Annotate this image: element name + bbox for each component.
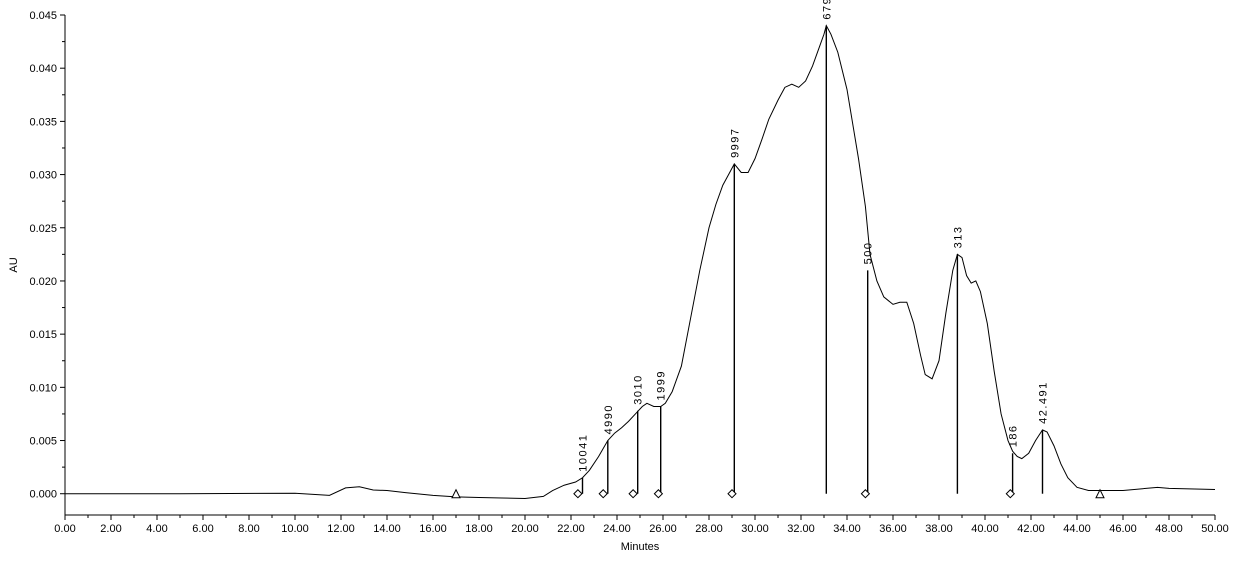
peak-label: 313 [952,226,964,249]
x-axis-label: Minutes [621,541,660,553]
x-tick-label: 28.00 [695,523,723,535]
x-tick-label: 16.00 [419,523,447,535]
x-tick-label: 8.00 [238,523,259,535]
y-tick-label: 0.010 [29,382,57,394]
x-tick-label: 50.00 [1201,523,1229,535]
y-tick-label: 0.015 [29,329,57,341]
chromatogram-chart: 0.000 0.005 0.010 0.015 0.020 0.025 0.030 0.035… [0,0,1240,565]
chart-svg: 0.000 0.005 0.010 0.015 0.020 0.025 0.030 0.035… [0,0,1240,565]
x-tick-label: 18.00 [465,523,493,535]
y-tick-label: 0.030 [29,170,57,182]
x-tick-label: 2.00 [100,523,121,535]
x-tick-label: 0.00 [54,523,75,535]
x-tick-label: 40.00 [971,523,999,535]
peak-label: 4990 [603,404,615,434]
x-tick-label: 26.00 [649,523,677,535]
x-tick-label: 48.00 [1155,523,1183,535]
peak-label: 679 [821,0,833,20]
x-tick-label: 6.00 [192,523,213,535]
x-tick-label: 4.00 [146,523,167,535]
x-tick-label: 20.00 [511,523,539,535]
peak-label: 10041 [578,434,590,472]
y-tick-label: 0.045 [29,10,57,22]
x-tick-label: 12.00 [327,523,355,535]
x-tick-label: 10.00 [281,523,309,535]
y-axis-label: AU [8,257,20,272]
x-tick-label: 32.00 [787,523,815,535]
peak-label: 9997 [729,127,741,157]
peak-label: 1999 [656,370,668,400]
y-tick-label: 0.025 [29,223,57,235]
y-tick-label: 0.000 [29,489,57,501]
y-tick-label: 0.020 [29,276,57,288]
y-tick-label: 0.005 [29,436,57,448]
peak-label: 42.491 [1038,381,1050,424]
y-tick-label: 0.035 [29,116,57,128]
x-tick-label: 44.00 [1063,523,1091,535]
x-tick-label: 14.00 [373,523,401,535]
x-tick-label: 34.00 [833,523,861,535]
peak-label: 186 [1008,424,1020,447]
x-tick-label: 42.00 [1017,523,1045,535]
x-tick-label: 22.00 [557,523,585,535]
x-tick-label: 24.00 [603,523,631,535]
x-tick-label: 38.00 [925,523,953,535]
y-tick-label: 0.040 [29,63,57,75]
peak-label: 500 [863,241,875,264]
x-tick-label: 30.00 [741,523,769,535]
x-tick-label: 36.00 [879,523,907,535]
peak-label: 3010 [633,374,645,404]
x-tick-label: 46.00 [1109,523,1137,535]
